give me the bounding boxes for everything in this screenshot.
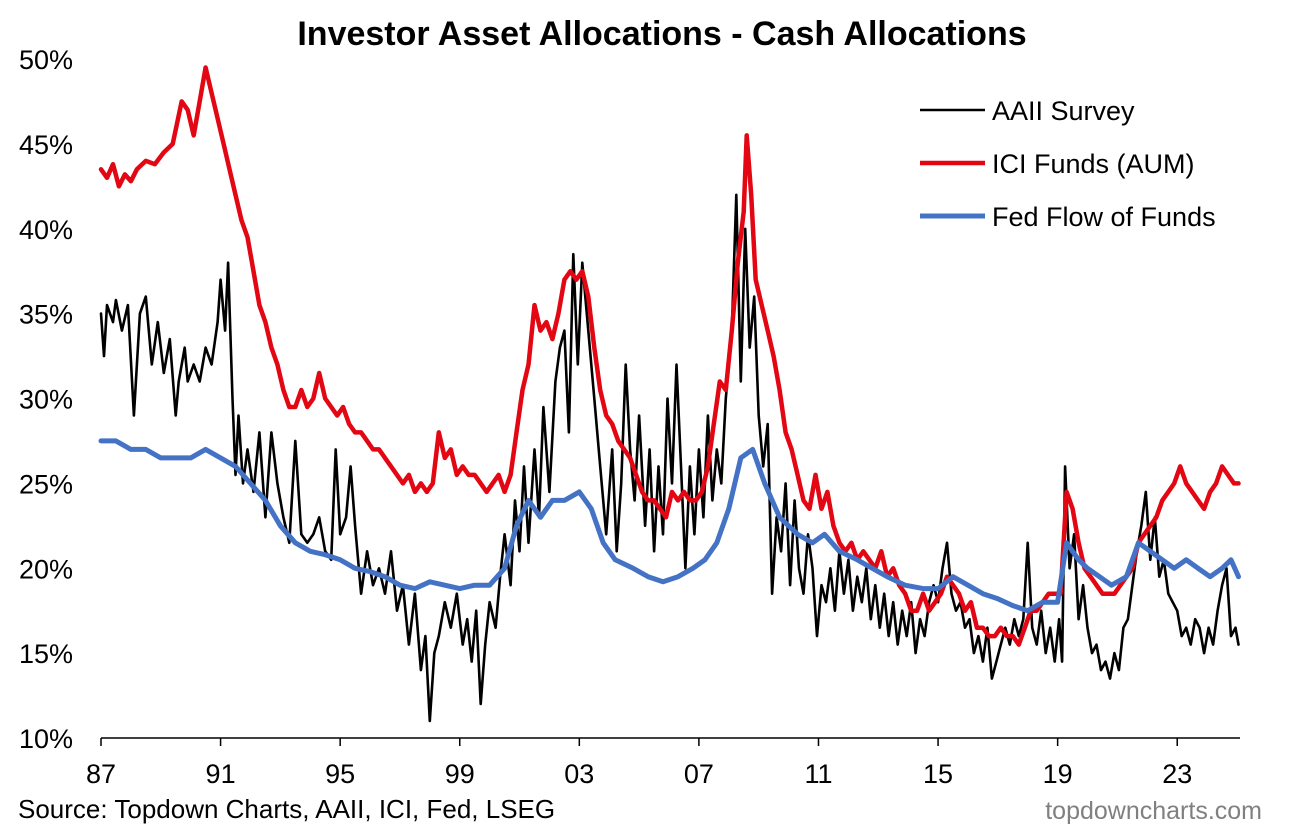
y-tick-label: 30% bbox=[19, 385, 73, 415]
y-tick-label: 35% bbox=[19, 300, 73, 330]
x-tick-label: 19 bbox=[1043, 759, 1073, 789]
x-tick-label: 87 bbox=[86, 759, 116, 789]
x-axis-ticks: 87 91 95 99 03 07 11 15 19 23 bbox=[86, 738, 1192, 789]
y-tick-label: 15% bbox=[19, 639, 73, 669]
y-tick-label: 20% bbox=[19, 554, 73, 584]
y-tick-label: 40% bbox=[19, 215, 73, 245]
watermark: topdowncharts.com bbox=[1045, 797, 1262, 825]
y-tick-label: 25% bbox=[19, 469, 73, 499]
series-line-aaii-survey bbox=[99, 193, 1240, 723]
x-tick-label: 11 bbox=[804, 759, 832, 789]
x-tick-label: 95 bbox=[325, 759, 355, 789]
y-tick-label: 45% bbox=[19, 130, 73, 160]
series-line-fed-flow-of-funds bbox=[98, 438, 1241, 614]
x-tick-label: 23 bbox=[1162, 759, 1192, 789]
y-axis-ticks: 10% 15% 20% 25% 30% 35% 40% 45% 50% bbox=[19, 45, 73, 754]
x-tick-label: 91 bbox=[206, 759, 236, 789]
chart-title: Investor Asset Allocations - Cash Alloca… bbox=[297, 15, 1026, 53]
legend-label: Fed Flow of Funds bbox=[992, 202, 1216, 232]
x-tick-label: 15 bbox=[923, 759, 953, 789]
plot-series bbox=[98, 65, 1241, 723]
x-tick-label: 99 bbox=[445, 759, 475, 789]
source-note: Source: Topdown Charts, AAII, ICI, Fed, … bbox=[18, 794, 555, 824]
series-line-ici-funds-aum bbox=[98, 65, 1241, 647]
legend-label: AAII Survey bbox=[992, 96, 1135, 126]
legend-label: ICI Funds (AUM) bbox=[992, 149, 1195, 179]
x-tick-label: 03 bbox=[564, 759, 594, 789]
y-tick-label: 50% bbox=[19, 45, 73, 75]
y-tick-label: 10% bbox=[19, 724, 73, 754]
x-tick-label: 07 bbox=[684, 759, 714, 789]
legend: AAII Survey ICI Funds (AUM) Fed Flow of Fu… bbox=[920, 96, 1216, 232]
